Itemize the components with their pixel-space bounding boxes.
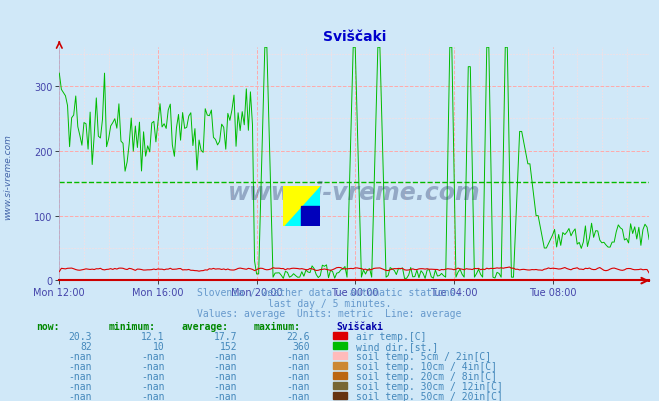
Text: -nan: -nan: [286, 391, 310, 401]
Text: 82: 82: [80, 341, 92, 351]
Text: 17.7: 17.7: [214, 331, 237, 341]
Text: -nan: -nan: [69, 381, 92, 391]
Text: www.si-vreme.com: www.si-vreme.com: [228, 180, 480, 204]
Text: maximum:: maximum:: [254, 321, 301, 331]
Text: 20.3: 20.3: [69, 331, 92, 341]
Polygon shape: [302, 207, 320, 227]
Polygon shape: [283, 186, 320, 227]
Text: -nan: -nan: [286, 381, 310, 391]
Text: now:: now:: [36, 321, 60, 331]
Text: www.si-vreme.com: www.si-vreme.com: [3, 134, 13, 219]
Text: wind dir.[st.]: wind dir.[st.]: [356, 341, 438, 351]
Text: 10: 10: [153, 341, 165, 351]
Text: -nan: -nan: [141, 391, 165, 401]
Text: -nan: -nan: [286, 361, 310, 371]
Text: minimum:: minimum:: [109, 321, 156, 331]
Text: Values: average  Units: metric  Line: average: Values: average Units: metric Line: aver…: [197, 308, 462, 318]
Text: Slovenia / weather data - automatic stations.: Slovenia / weather data - automatic stat…: [197, 288, 462, 298]
Text: average:: average:: [181, 321, 228, 331]
Text: -nan: -nan: [69, 361, 92, 371]
Text: soil temp. 10cm / 4in[C]: soil temp. 10cm / 4in[C]: [356, 361, 497, 371]
Text: -nan: -nan: [214, 371, 237, 381]
Text: -nan: -nan: [141, 361, 165, 371]
Text: soil temp. 30cm / 12in[C]: soil temp. 30cm / 12in[C]: [356, 381, 503, 391]
Text: soil temp. 20cm / 8in[C]: soil temp. 20cm / 8in[C]: [356, 371, 497, 381]
Text: -nan: -nan: [214, 381, 237, 391]
Text: 22.6: 22.6: [286, 331, 310, 341]
Text: -nan: -nan: [286, 351, 310, 361]
Text: soil temp. 5cm / 2in[C]: soil temp. 5cm / 2in[C]: [356, 351, 491, 361]
Text: 152: 152: [219, 341, 237, 351]
Text: -nan: -nan: [69, 351, 92, 361]
Text: -nan: -nan: [214, 361, 237, 371]
Text: -nan: -nan: [141, 351, 165, 361]
Polygon shape: [283, 186, 320, 227]
Text: -nan: -nan: [69, 371, 92, 381]
Text: -nan: -nan: [214, 351, 237, 361]
Title: Sviščaki: Sviščaki: [322, 30, 386, 44]
Text: 360: 360: [292, 341, 310, 351]
Text: soil temp. 50cm / 20in[C]: soil temp. 50cm / 20in[C]: [356, 391, 503, 401]
Text: Sviščaki: Sviščaki: [336, 321, 383, 331]
Text: -nan: -nan: [286, 371, 310, 381]
Text: -nan: -nan: [141, 381, 165, 391]
Text: last day / 5 minutes.: last day / 5 minutes.: [268, 298, 391, 308]
Text: -nan: -nan: [214, 391, 237, 401]
Text: -nan: -nan: [141, 371, 165, 381]
Text: 12.1: 12.1: [141, 331, 165, 341]
Text: -nan: -nan: [69, 391, 92, 401]
Text: air temp.[C]: air temp.[C]: [356, 331, 426, 341]
